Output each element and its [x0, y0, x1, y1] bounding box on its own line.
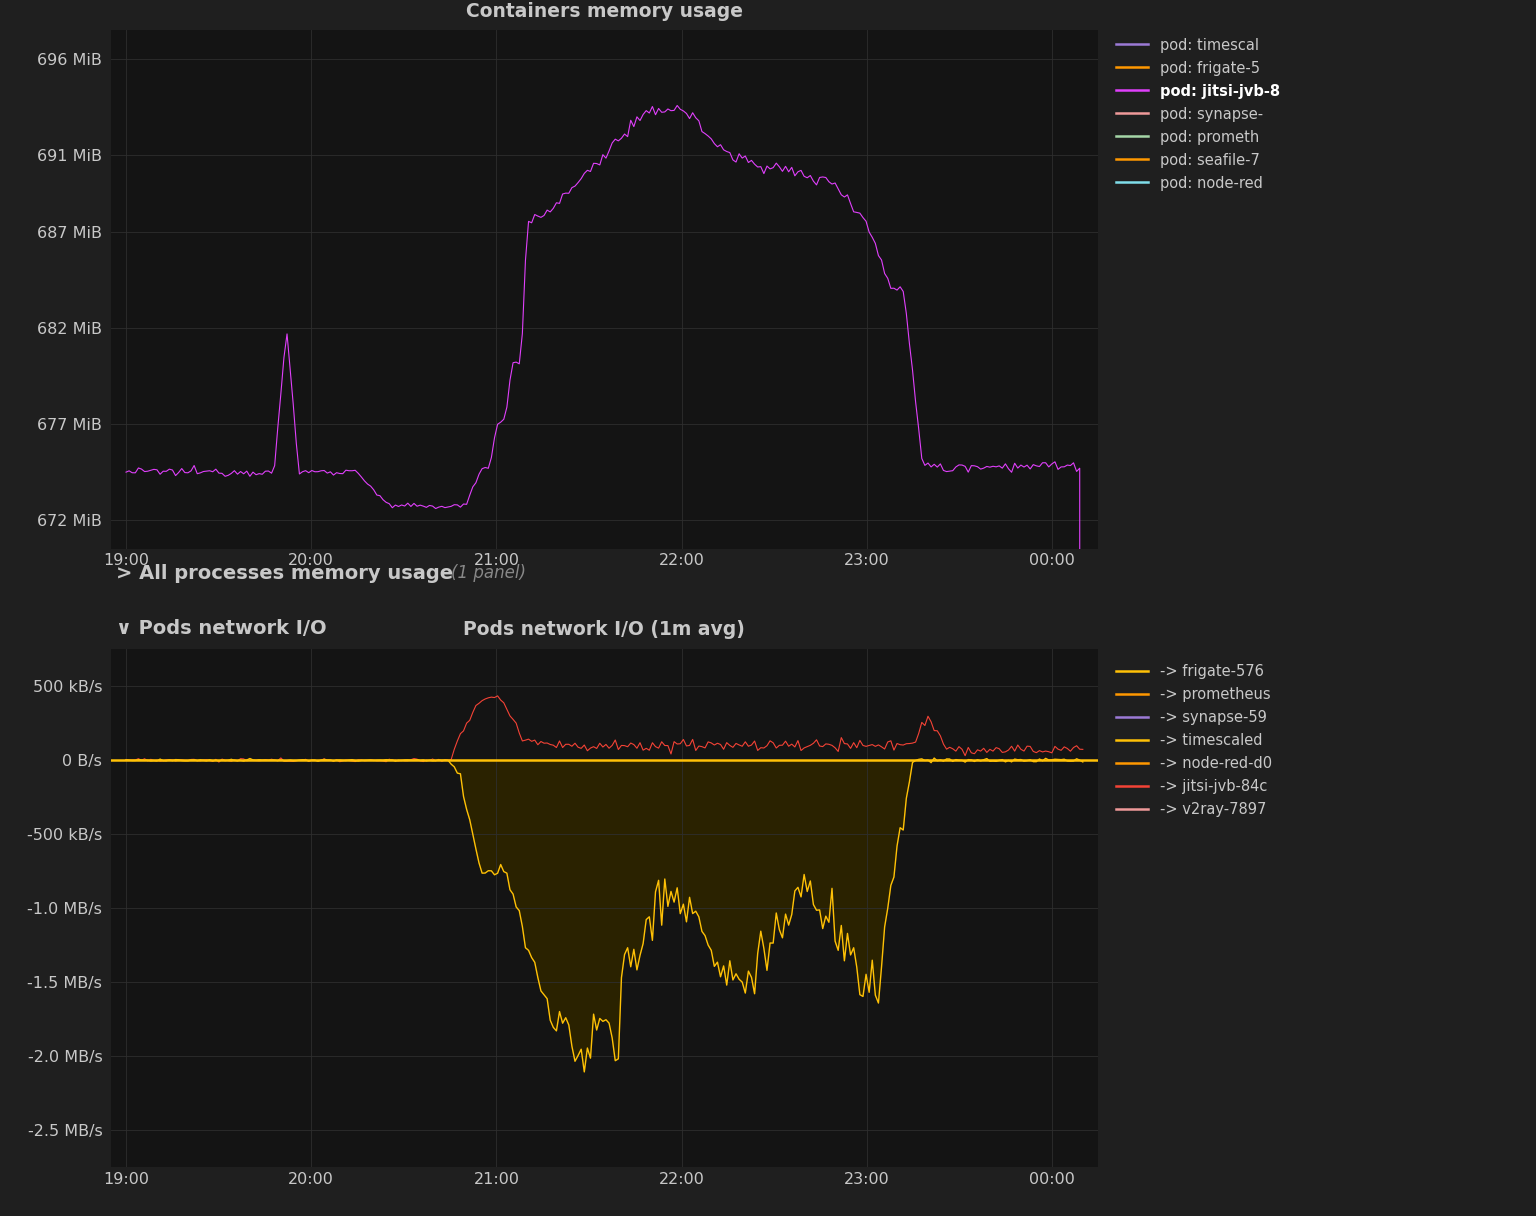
Text: ∨ Pods network I/O: ∨ Pods network I/O	[115, 619, 326, 638]
Legend: -> frigate-576, -> prometheus, -> synapse-59, -> timescaled, -> node-red-d0, -> : -> frigate-576, -> prometheus, -> synaps…	[1117, 664, 1272, 817]
Text: (1 panel): (1 panel)	[452, 564, 527, 582]
Title: Pods network I/O (1m avg): Pods network I/O (1m avg)	[464, 620, 745, 640]
Title: Containers memory usage: Containers memory usage	[465, 1, 743, 21]
Legend: pod: timescal, pod: frigate-5, pod: jitsi-jvb-8, pod: synapse-, pod: prometh, po: pod: timescal, pod: frigate-5, pod: jits…	[1117, 38, 1279, 191]
Text: > All processes memory usage: > All processes memory usage	[115, 564, 453, 582]
